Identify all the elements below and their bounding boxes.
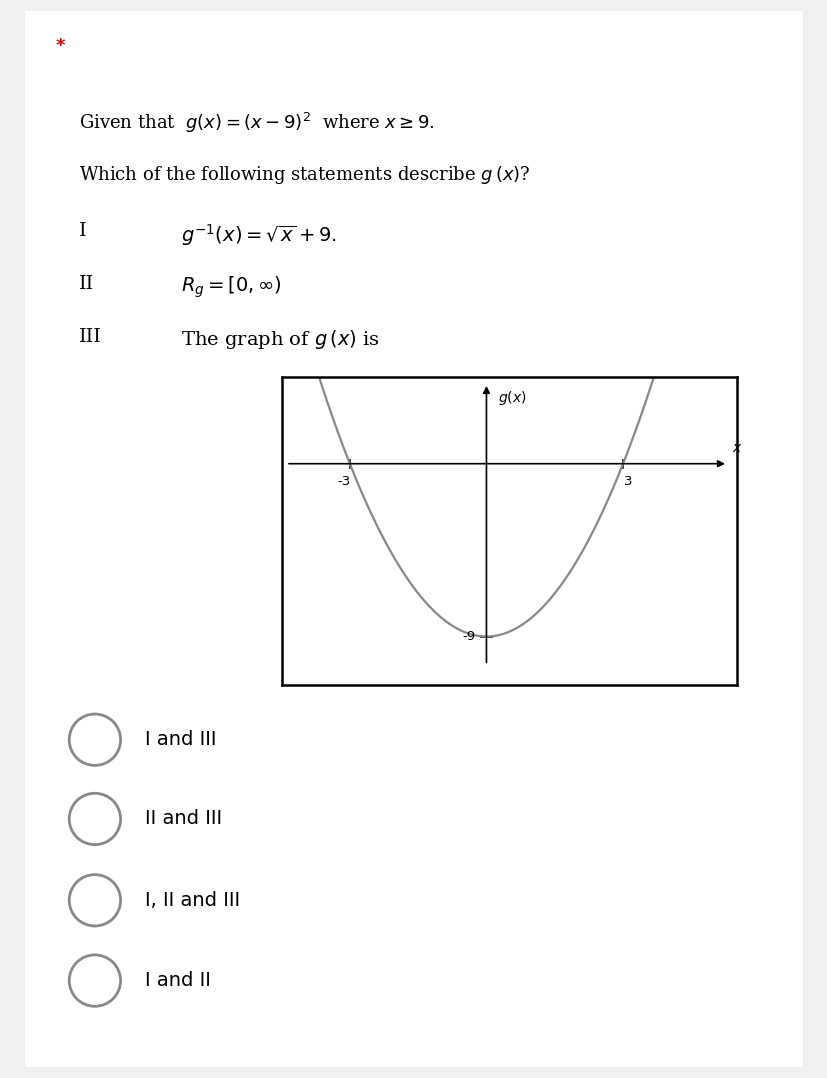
Text: I: I xyxy=(79,222,87,240)
Text: I and III: I and III xyxy=(146,730,217,749)
Text: II and III: II and III xyxy=(146,810,222,829)
FancyBboxPatch shape xyxy=(13,0,814,1078)
Text: *: * xyxy=(56,37,65,55)
Text: $g(x)$: $g(x)$ xyxy=(497,389,526,406)
Text: I and II: I and II xyxy=(146,971,211,990)
Text: -3: -3 xyxy=(337,475,351,488)
Text: 3: 3 xyxy=(624,475,632,488)
Text: Which of the following statements describe $g\,(x)$?: Which of the following statements descri… xyxy=(79,164,530,186)
Text: $R_g=\left[0,\infty\right)$: $R_g=\left[0,\infty\right)$ xyxy=(180,275,281,301)
Text: The graph of $g\,(x)$ is: The graph of $g\,(x)$ is xyxy=(180,328,379,350)
Text: -9: -9 xyxy=(461,630,475,642)
Text: $g^{-1}(x)=\sqrt{x}+9.$: $g^{-1}(x)=\sqrt{x}+9.$ xyxy=(180,222,336,248)
Text: $x$: $x$ xyxy=(732,441,742,455)
Text: III: III xyxy=(79,328,102,346)
Text: II: II xyxy=(79,275,94,293)
Text: I, II and III: I, II and III xyxy=(146,890,241,910)
Text: Given that  $g(x) = (x-9)^2$  where $x \geq 9$.: Given that $g(x) = (x-9)^2$ where $x \ge… xyxy=(79,111,435,135)
